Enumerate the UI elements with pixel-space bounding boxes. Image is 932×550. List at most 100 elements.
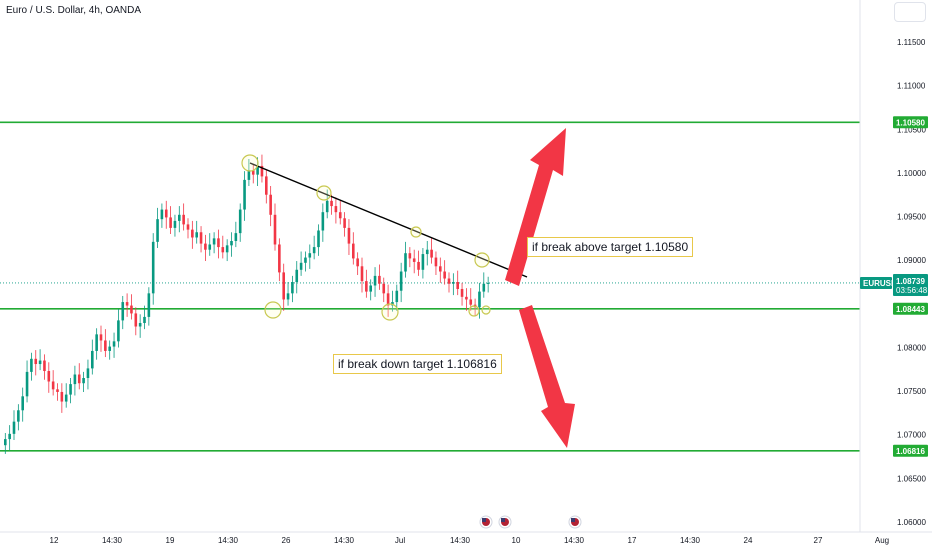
price-tick-label: 1.10500 bbox=[897, 125, 926, 134]
candle-body bbox=[238, 209, 242, 234]
candle-body bbox=[269, 194, 272, 215]
chart-menu-button[interactable] bbox=[894, 2, 926, 22]
candle-up bbox=[138, 314, 142, 338]
candle-body bbox=[69, 384, 72, 395]
candle-down bbox=[134, 307, 138, 336]
candle-up bbox=[208, 233, 212, 256]
candle-body bbox=[221, 247, 225, 253]
candle-body bbox=[308, 253, 312, 258]
candle-up bbox=[395, 284, 399, 311]
candle-up bbox=[173, 214, 177, 237]
level-tag bbox=[893, 302, 928, 315]
candle-body bbox=[125, 302, 129, 306]
price-tick-label: 1.07500 bbox=[897, 387, 926, 396]
candle-body bbox=[86, 368, 90, 378]
candle-up bbox=[178, 206, 181, 233]
candle-body bbox=[325, 200, 329, 213]
swing-circle bbox=[241, 154, 259, 172]
candle-body bbox=[82, 378, 85, 384]
candle-up bbox=[121, 295, 125, 330]
time-tick-label: 10 bbox=[512, 536, 521, 545]
candle-body bbox=[34, 358, 38, 365]
candle-up bbox=[195, 220, 198, 244]
candle-body bbox=[121, 302, 125, 321]
candle-body bbox=[421, 254, 425, 270]
countdown-label: 03:56:48 bbox=[896, 286, 928, 295]
candle-up bbox=[308, 244, 312, 269]
swing-circle bbox=[410, 226, 422, 238]
price-tick-label: 1.11500 bbox=[897, 38, 926, 47]
candle-body bbox=[382, 283, 386, 294]
candle-up bbox=[295, 261, 299, 294]
candle-body bbox=[199, 232, 203, 244]
swing-circle bbox=[474, 252, 490, 268]
candle-body bbox=[408, 253, 412, 259]
candle-body bbox=[365, 281, 368, 292]
candle-up bbox=[373, 267, 377, 297]
candle-body bbox=[243, 179, 246, 210]
price-tick-label: 1.06000 bbox=[897, 518, 926, 527]
candle-body bbox=[112, 341, 116, 347]
candle-up bbox=[482, 272, 486, 298]
candle-body bbox=[73, 374, 77, 385]
candle-body bbox=[356, 258, 359, 267]
price-tick-label: 1.06500 bbox=[897, 474, 926, 483]
candle-body bbox=[43, 360, 46, 372]
candle-body bbox=[138, 323, 142, 327]
time-tick-label: 19 bbox=[166, 536, 175, 545]
candle-down bbox=[125, 293, 129, 317]
candle-up bbox=[117, 309, 120, 348]
candle-down bbox=[164, 200, 168, 229]
candle-body bbox=[478, 291, 481, 308]
candle-body bbox=[204, 243, 207, 250]
time-tick-label: 27 bbox=[814, 536, 823, 545]
candle-down bbox=[60, 383, 64, 413]
candle-body bbox=[208, 244, 212, 250]
candle-body bbox=[443, 271, 446, 279]
candle-down bbox=[278, 238, 281, 282]
candle-body bbox=[164, 209, 168, 218]
swing-circle bbox=[481, 305, 491, 315]
candle-up bbox=[21, 387, 24, 422]
candle-up bbox=[478, 282, 481, 319]
candle-down bbox=[338, 200, 342, 225]
candle-up bbox=[82, 371, 85, 392]
candle-body bbox=[256, 165, 259, 175]
candle-up bbox=[112, 332, 116, 358]
candle-body bbox=[64, 394, 68, 402]
candle-body bbox=[147, 293, 151, 317]
candle-body bbox=[338, 212, 342, 219]
candle-up bbox=[317, 224, 320, 256]
time-tick-label: 24 bbox=[744, 536, 753, 545]
candle-down bbox=[378, 264, 381, 290]
candle-up bbox=[399, 262, 403, 303]
candle-up bbox=[17, 404, 20, 431]
candle-body bbox=[251, 170, 255, 175]
candle-body bbox=[134, 313, 138, 327]
candle-body bbox=[343, 218, 346, 228]
candle-up bbox=[156, 207, 159, 248]
time-axis: 12 14:30 19 14:30 26 14:30 Jul 14:30 10 14:30 17 14… bbox=[0, 531, 932, 545]
chart-title: Euro / U.S. Dollar, 4h, OANDA bbox=[6, 5, 142, 16]
candle-down bbox=[330, 194, 333, 215]
candle-down bbox=[273, 203, 277, 251]
descending-trendline bbox=[249, 162, 528, 278]
candle-body bbox=[143, 316, 146, 324]
candle-body bbox=[417, 261, 420, 270]
candle-down bbox=[352, 232, 355, 265]
us-event-flag-icon bbox=[498, 515, 512, 529]
swing-circle bbox=[264, 301, 282, 319]
candle-body bbox=[130, 305, 133, 314]
candle-body bbox=[399, 271, 403, 291]
candle-body bbox=[99, 334, 103, 341]
candle-body bbox=[434, 257, 438, 267]
candle-down bbox=[386, 284, 390, 317]
candle-body bbox=[38, 360, 42, 365]
candle-up bbox=[421, 247, 425, 279]
candle-body bbox=[225, 245, 229, 253]
candle-body bbox=[8, 433, 11, 440]
candle-up bbox=[312, 235, 316, 260]
candle-up bbox=[25, 360, 29, 403]
candle-down bbox=[356, 252, 359, 276]
